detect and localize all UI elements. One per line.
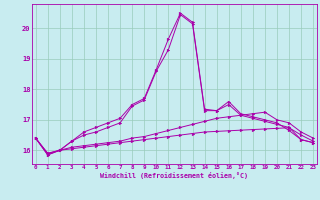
X-axis label: Windchill (Refroidissement éolien,°C): Windchill (Refroidissement éolien,°C) (100, 172, 248, 179)
